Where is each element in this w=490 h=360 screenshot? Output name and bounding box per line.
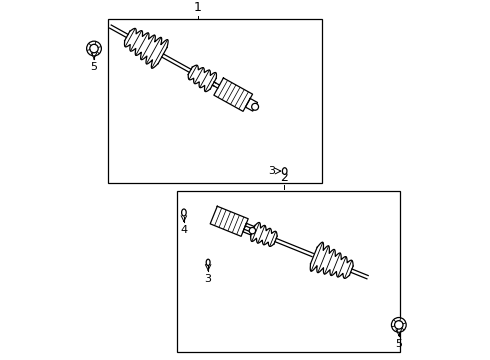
Text: 5: 5 (395, 339, 402, 349)
Polygon shape (124, 28, 168, 68)
Polygon shape (214, 78, 252, 111)
Polygon shape (310, 242, 353, 278)
Circle shape (394, 321, 403, 329)
Bar (176, 191, 399, 352)
Circle shape (90, 44, 98, 53)
Ellipse shape (282, 168, 287, 174)
Circle shape (249, 228, 256, 234)
Text: 5: 5 (91, 62, 98, 72)
Polygon shape (351, 269, 368, 279)
Polygon shape (162, 54, 191, 72)
Ellipse shape (206, 259, 210, 266)
Text: 2: 2 (280, 171, 288, 184)
Ellipse shape (182, 209, 186, 216)
Polygon shape (210, 206, 248, 236)
Polygon shape (188, 65, 217, 92)
Polygon shape (250, 222, 277, 246)
Text: 1: 1 (194, 1, 201, 14)
Text: 3: 3 (268, 166, 275, 176)
Polygon shape (275, 238, 315, 257)
Polygon shape (245, 98, 257, 111)
Circle shape (392, 318, 406, 332)
Polygon shape (212, 82, 216, 86)
Polygon shape (244, 226, 253, 233)
Circle shape (87, 41, 101, 56)
Polygon shape (243, 223, 254, 235)
Text: 4: 4 (180, 225, 188, 235)
Circle shape (252, 103, 259, 110)
Text: 3: 3 (205, 274, 212, 284)
Bar (108, 19, 322, 183)
Polygon shape (212, 82, 220, 88)
Polygon shape (110, 25, 128, 37)
